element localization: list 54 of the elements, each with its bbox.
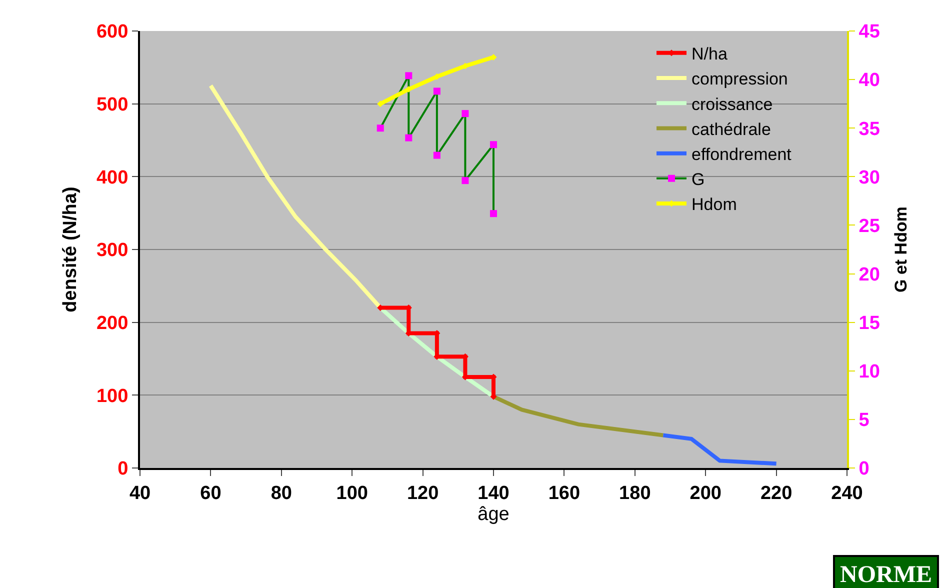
line-series (208, 84, 382, 310)
x-tick-label: 240 (831, 482, 863, 504)
x-tick-label: 180 (619, 482, 651, 504)
text: NORME (840, 562, 932, 588)
y-tick-label: 600 (96, 22, 128, 43)
x-tick-label: 160 (548, 482, 580, 504)
y2-tick-label: 10 (858, 362, 880, 383)
point (490, 210, 497, 218)
point (376, 124, 384, 132)
point (405, 86, 412, 93)
x-tick-label: 140 (478, 482, 510, 504)
point (434, 73, 440, 80)
y2-tick-label: 25 (858, 216, 880, 237)
point (405, 72, 412, 80)
y2-tick-label: 35 (858, 118, 880, 140)
y-tick-label: 0 (118, 458, 128, 480)
legend-label: G (692, 170, 705, 190)
x-tick-label: 60 (200, 482, 222, 504)
y2-tick-label: 40 (858, 70, 880, 92)
y-tick-label: 100 (96, 386, 128, 407)
legend-label: Hdom (692, 195, 737, 214)
point (490, 141, 497, 148)
point (433, 152, 440, 159)
y2-tick-label: 15 (858, 312, 880, 334)
x-tick-label: 220 (760, 482, 792, 504)
x-tick-label: 200 (690, 482, 722, 504)
x-tick-label: 100 (336, 482, 368, 504)
legend-label: effondrement (692, 144, 792, 164)
point (377, 100, 384, 108)
y-tick-label: 500 (96, 94, 128, 116)
y2-tick-label: 20 (858, 264, 880, 286)
point (433, 88, 440, 95)
y2-tick-label: 5 (858, 410, 870, 432)
legend-label: cathédrale (692, 120, 771, 139)
y2-tick-label: 45 (858, 22, 880, 43)
y2-tick-label: 30 (858, 167, 880, 188)
point (462, 177, 469, 184)
y-axis-title: densité (N/ha) (60, 186, 81, 312)
legend-label: N/ha (692, 44, 728, 64)
y2-axis-title: G et Hdom (891, 206, 910, 292)
point (462, 110, 469, 118)
y-tick-label: 200 (96, 312, 128, 334)
y2-tick-label: 0 (858, 458, 870, 480)
x-tick-label: 120 (406, 482, 439, 504)
line-series (492, 394, 666, 438)
x-axis-title: âge (478, 504, 510, 525)
x-tick-label: 80 (270, 482, 292, 504)
x-tick-label: 40 (129, 482, 151, 504)
legend-label: croissance (692, 94, 773, 114)
y-tick-label: 400 (96, 167, 128, 188)
y-tick-label: 300 (96, 240, 128, 262)
line-series (661, 433, 778, 466)
point (405, 134, 412, 142)
legend-label: compression (692, 70, 788, 89)
